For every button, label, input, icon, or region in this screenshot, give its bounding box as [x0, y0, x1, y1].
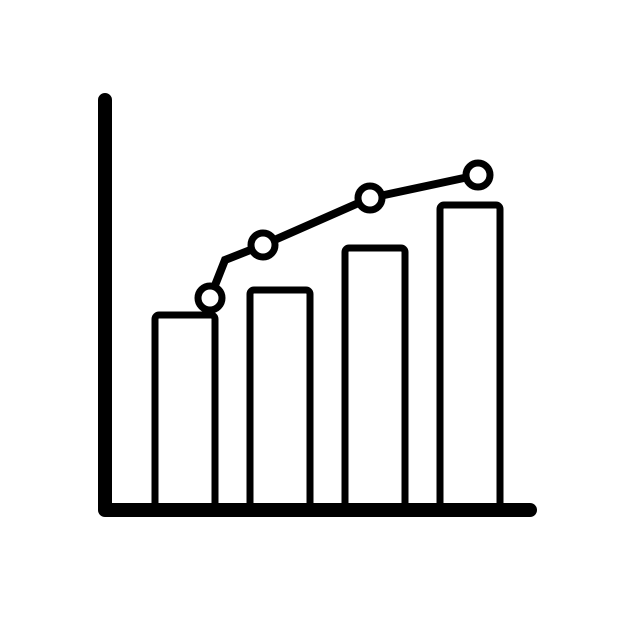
bar-2	[250, 290, 310, 508]
bar-chart-icon	[0, 0, 626, 626]
bar-1	[155, 315, 215, 508]
bar-3	[345, 248, 405, 508]
trend-marker-2	[251, 233, 275, 257]
bar-4	[440, 205, 500, 508]
trend-marker-4	[466, 163, 490, 187]
trend-marker-1	[198, 286, 222, 310]
trend-marker-3	[358, 186, 382, 210]
